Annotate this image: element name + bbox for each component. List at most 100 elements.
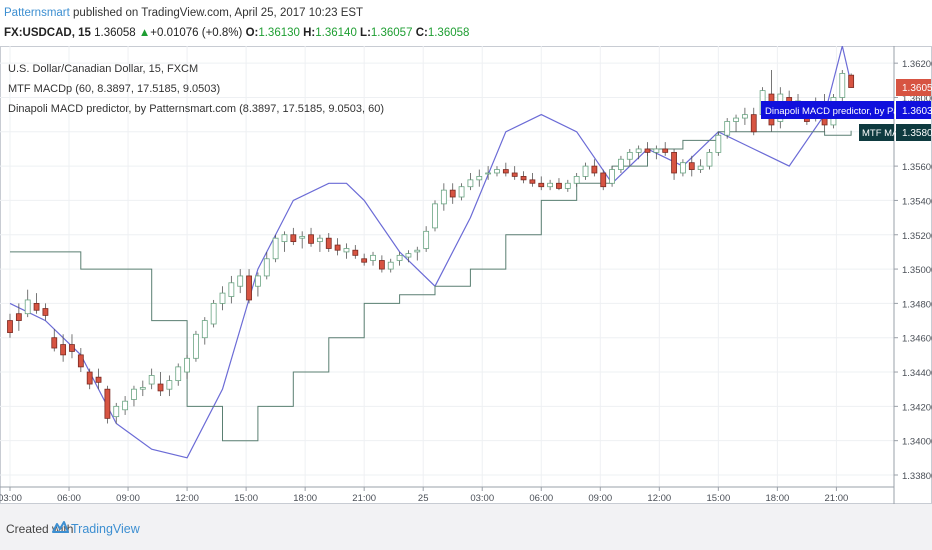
candle xyxy=(193,330,199,362)
time-tick-label: 06:00 xyxy=(57,493,81,504)
candle xyxy=(299,231,306,249)
candle xyxy=(440,183,447,211)
legend-mtf-macdp[interactable]: MTF MACDp (60, 8.3897, 17.5185, 9.0503) xyxy=(8,83,220,95)
candle-body-up xyxy=(281,234,288,243)
time-axis-labels: 03:00 06:00 09:00 12:00 15:00 18:00 21:00 25 03:… xyxy=(0,487,848,504)
candle xyxy=(848,73,855,88)
candle-body-up xyxy=(680,162,686,174)
author-link[interactable]: Patternsmart xyxy=(4,7,70,19)
tradingview-link[interactable]: TradingView xyxy=(71,522,140,536)
candle-body-up xyxy=(635,148,642,153)
candle xyxy=(688,155,695,177)
publish-info: Patternsmart published on TradingView.co… xyxy=(4,7,363,19)
candle xyxy=(396,251,403,266)
time-tick-label: 21:00 xyxy=(352,493,376,504)
candle-body-up xyxy=(706,151,713,167)
candle-body-down xyxy=(600,172,607,188)
candle xyxy=(600,169,607,191)
candle-body-up xyxy=(618,158,624,170)
candle xyxy=(741,107,748,125)
candle xyxy=(175,363,182,386)
candle-body-down xyxy=(644,148,651,153)
candle xyxy=(60,334,67,362)
quote-line: FX:USDCAD, 15 1.36058 ▲+0.01076 (+0.8%) … xyxy=(4,27,469,39)
candle xyxy=(219,286,226,311)
candle-body-down xyxy=(42,308,49,316)
candle-body-up xyxy=(626,151,633,160)
open-label: O: xyxy=(245,27,259,39)
candle-body-up xyxy=(396,254,403,261)
candle-body-up xyxy=(255,275,261,287)
dinapoli-label-tag: Dinapoli MACD predictor, by Patternsmart… xyxy=(765,106,932,117)
candle xyxy=(316,234,323,252)
close-label: C: xyxy=(415,27,428,39)
candle xyxy=(520,171,527,184)
candle xyxy=(485,166,492,180)
candle-body-up xyxy=(272,237,279,260)
legend-symbol: U.S. Dollar/Canadian Dollar, 15, FXCM xyxy=(8,63,198,75)
price-tick-label: 1.36000 xyxy=(902,93,932,104)
candle-body-up xyxy=(263,258,270,277)
candle-body-down xyxy=(591,165,598,174)
candle xyxy=(547,179,554,191)
candle-body-up xyxy=(113,405,120,418)
candle xyxy=(352,245,359,259)
candle-body-up xyxy=(573,176,580,184)
time-tick-label: 15:00 xyxy=(234,493,258,504)
candle xyxy=(255,272,261,297)
candle-body-up xyxy=(609,169,615,184)
price-tick-label: 1.34600 xyxy=(902,334,932,345)
candle-body-up xyxy=(839,73,846,98)
price-tick-label: 1.35400 xyxy=(902,196,932,207)
candle xyxy=(139,380,146,397)
candle xyxy=(325,233,332,252)
candle-body-up xyxy=(184,357,190,373)
candle-body-up xyxy=(166,380,173,390)
candle-body-down xyxy=(361,258,368,263)
price-tick-label: 1.35600 xyxy=(902,162,932,173)
candle xyxy=(334,238,341,256)
candle xyxy=(538,176,545,191)
candle xyxy=(281,231,288,252)
close-value: 1.36058 xyxy=(427,27,470,39)
candle-body-up xyxy=(175,366,182,382)
candle-body-up xyxy=(733,117,739,122)
symbol-label[interactable]: FX:USDCAD, 15 xyxy=(4,27,91,39)
chart-frame[interactable]: 1.362001.360001.358001.356001.354001.352… xyxy=(0,45,932,504)
candle xyxy=(131,385,137,407)
candle xyxy=(33,293,40,314)
candle-body-up xyxy=(405,253,412,258)
candle xyxy=(405,250,412,263)
price-tick-label: 1.35200 xyxy=(902,231,932,242)
dinapoli-value-tag-bg xyxy=(896,101,931,119)
candle xyxy=(423,226,430,252)
candle-body-up xyxy=(193,333,199,359)
candle-body-up xyxy=(715,134,722,153)
candle xyxy=(228,275,235,304)
candle xyxy=(662,142,669,156)
candle xyxy=(573,172,580,187)
candle-body-down xyxy=(51,337,58,349)
last-price-tag-bg xyxy=(896,79,931,96)
price-chart[interactable]: 1.362001.360001.358001.356001.354001.352… xyxy=(0,45,932,504)
candle-body-up xyxy=(653,148,660,153)
candle xyxy=(494,166,500,177)
candle xyxy=(750,107,757,136)
candle xyxy=(51,329,58,352)
candle-body-up xyxy=(547,182,554,188)
candle-body-down xyxy=(246,275,252,301)
chart-legend: U.S. Dollar/Canadian Dollar, 15, FXCM MT… xyxy=(8,63,384,115)
candle xyxy=(671,148,677,180)
candle xyxy=(680,159,686,177)
candle xyxy=(272,234,279,263)
candle xyxy=(370,251,376,266)
candle xyxy=(24,289,31,318)
up-arrow-icon: ▲ xyxy=(138,27,151,39)
legend-dinapoli[interactable]: Dinapoli MACD predictor, by Patternsmart… xyxy=(8,103,384,115)
candle xyxy=(706,148,713,170)
candle-body-up xyxy=(423,230,430,249)
candle xyxy=(476,169,483,187)
time-tick-label: 09:00 xyxy=(588,493,612,504)
time-tick-label: 12:00 xyxy=(647,493,671,504)
axes xyxy=(0,46,895,504)
